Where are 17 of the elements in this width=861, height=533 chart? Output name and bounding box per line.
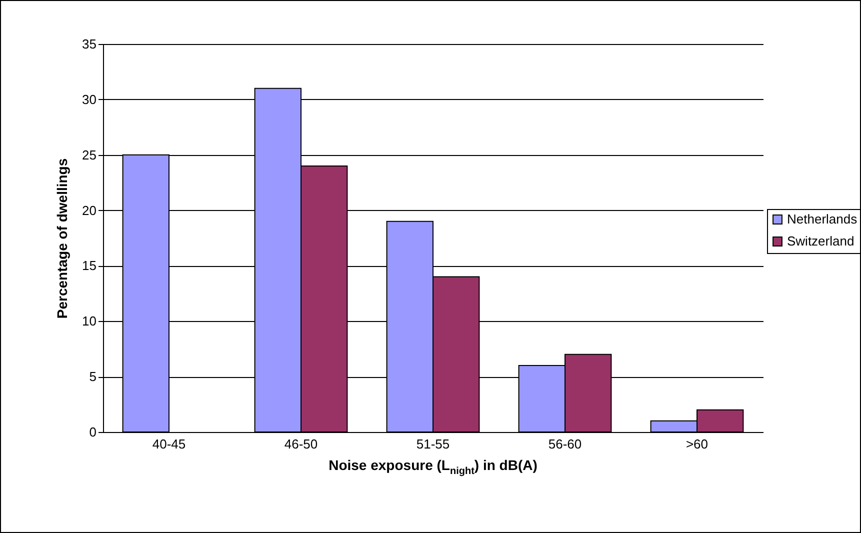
x-tick-label: 51-55 — [416, 436, 450, 452]
x-tick-label: >60 — [686, 436, 708, 452]
x-tick-label: 56-60 — [548, 436, 582, 452]
legend-label: Netherlands — [787, 212, 858, 226]
y-tick-label: 0 — [89, 424, 96, 440]
y-tick-label: 10 — [82, 314, 96, 329]
x-tick-label: 40-45 — [152, 436, 186, 452]
y-tick-label: 30 — [82, 92, 96, 107]
y-tick-label: 15 — [82, 258, 96, 274]
legend-label: Switzerland — [787, 234, 854, 248]
x-tick-label: 46-50 — [284, 436, 318, 452]
y-tick-label: 35 — [82, 36, 96, 52]
y-tick-label: 5 — [89, 369, 96, 384]
y-tick-label: 25 — [82, 147, 96, 162]
y-tick-label: 20 — [82, 202, 96, 218]
y-axis-title: Percentage of dwellings — [54, 158, 70, 319]
x-axis-title: Noise exposure (L$_{night}$) in dB(A) — [328, 457, 538, 477]
